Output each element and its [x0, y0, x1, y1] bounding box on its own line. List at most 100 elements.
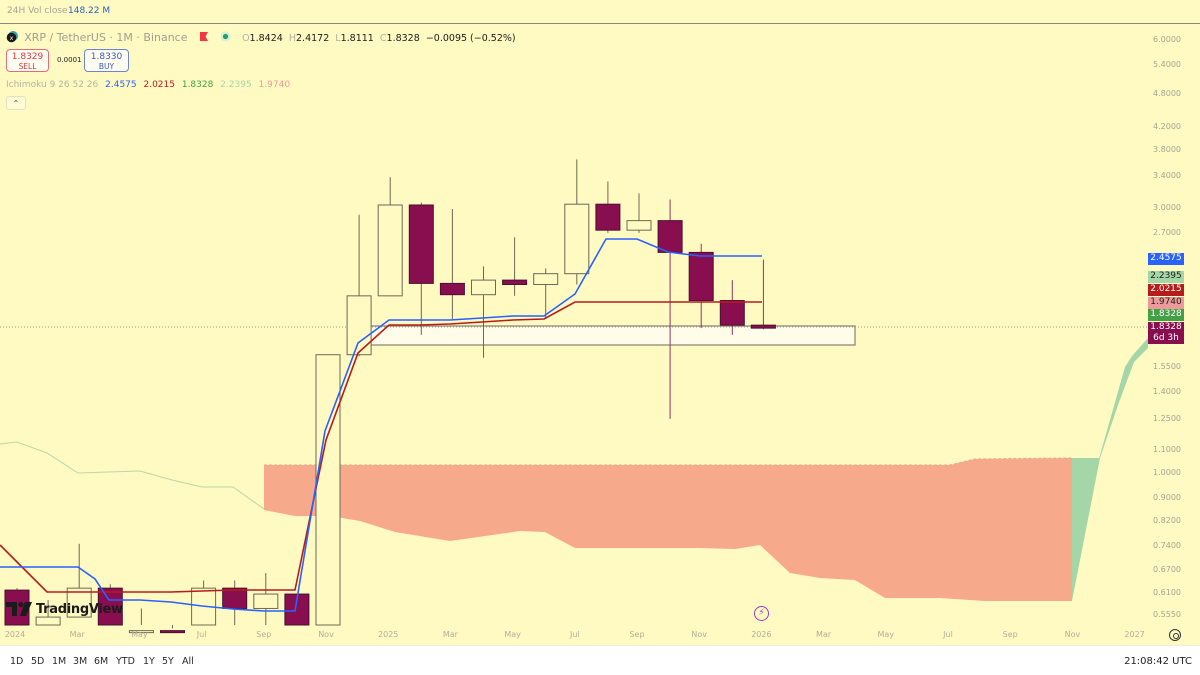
- candle[interactable]: [66, 543, 92, 618]
- range-button-1d[interactable]: 1D: [10, 656, 24, 667]
- range-button-6m[interactable]: 6M: [94, 656, 109, 667]
- candle[interactable]: [97, 584, 123, 626]
- price-axis-label: 1.1000: [1153, 445, 1181, 454]
- candle[interactable]: [222, 580, 248, 625]
- bottom-toolbar: 1D 5D 1M 3M 6M YTD 1Y 5Y All 21:08:42 UTC: [0, 645, 1200, 675]
- time-axis-label: May: [504, 630, 521, 639]
- high-value: 2.4172: [296, 33, 330, 44]
- price-axis-label: 6.0000: [1153, 35, 1181, 44]
- candle[interactable]: [533, 268, 559, 318]
- sell-button[interactable]: 1.8329 SELL: [6, 49, 49, 72]
- time-axis-label: Sep: [629, 630, 645, 639]
- candle[interactable]: [502, 237, 528, 296]
- range-button-5y[interactable]: 5Y: [162, 656, 174, 667]
- candle[interactable]: [35, 600, 61, 626]
- price-tag: 1.9740: [1148, 297, 1184, 309]
- candle[interactable]: [750, 259, 776, 330]
- collapse-legend-button[interactable]: ⌃: [6, 96, 26, 110]
- candle[interactable]: [471, 266, 496, 358]
- lightning-event-icon[interactable]: ⚡: [754, 606, 769, 621]
- ohlc-values: O1.8424 H2.4172 L1.8111 C1.8328 −0.0095 …: [242, 33, 516, 44]
- time-axis-label: May: [131, 630, 148, 639]
- time-axis-label: Jul: [569, 630, 580, 639]
- candle[interactable]: [315, 354, 341, 626]
- candle[interactable]: [719, 280, 745, 335]
- flag-icon[interactable]: [199, 31, 209, 45]
- price-axis-label: 1.5500: [1153, 362, 1181, 371]
- change-value: −0.0095 (−0.52%): [425, 33, 516, 44]
- tradingview-logo-icon: [6, 602, 32, 616]
- tradingview-wordmark: TradingView: [36, 601, 123, 617]
- open-value: 1.8424: [249, 33, 283, 44]
- time-axis-label: Nov: [318, 630, 334, 639]
- time-axis-label: May: [877, 630, 895, 639]
- range-button-ytd[interactable]: YTD: [116, 656, 135, 667]
- range-button-5d[interactable]: 5D: [31, 656, 45, 667]
- range-button-1y[interactable]: 1Y: [143, 656, 155, 667]
- ichimoku-value: 2.2395: [217, 80, 252, 90]
- support-zone-rectangle: [0, 325, 1148, 346]
- candle[interactable]: [439, 209, 465, 319]
- price-tag: 2.0215: [1148, 284, 1184, 296]
- time-axis-label: Nov: [691, 630, 707, 639]
- candle[interactable]: [377, 177, 403, 297]
- time-axis-label: Mar: [816, 630, 832, 639]
- price-tag: 2.2395: [1148, 271, 1184, 283]
- price-axis-label: 1.2500: [1153, 414, 1181, 423]
- price-axis-label: 0.6100: [1153, 588, 1181, 597]
- ichimoku-cloud: [264, 338, 1148, 601]
- ichimoku-value: 2.0215: [140, 80, 175, 90]
- price-axis-label: 4.2000: [1153, 122, 1181, 131]
- time-axis-label: Mar: [69, 630, 85, 639]
- axis-settings-icon[interactable]: [1169, 629, 1181, 641]
- time-axis-label: 2025: [378, 630, 399, 639]
- range-button-3m[interactable]: 3M: [73, 656, 88, 667]
- price-axis-label: 0.8200: [1153, 516, 1181, 525]
- ichimoku-lines: [0, 238, 762, 612]
- ichimoku-value: 1.9740: [255, 80, 291, 90]
- time-axis-label: 2026: [751, 630, 772, 639]
- utc-clock[interactable]: 21:08:42 UTC: [1124, 656, 1192, 667]
- time-axis-label: Mar: [442, 630, 458, 639]
- ichimoku-legend[interactable]: Ichimoku 9 26 52 26 2.4575 2.0215 1.8328…: [6, 80, 290, 90]
- top-info-bar: 24H Vol close 148.22 M: [0, 0, 1200, 24]
- low-value: 1.8111: [340, 33, 374, 44]
- chart-canvas[interactable]: [0, 0, 1200, 645]
- chevron-up-icon: ⌃: [12, 99, 20, 108]
- xrp-coin-icon: x: [6, 30, 19, 46]
- candle[interactable]: [128, 608, 154, 634]
- volume-label: 24H Vol close: [7, 6, 68, 16]
- candle[interactable]: [564, 159, 590, 285]
- candle[interactable]: [191, 580, 217, 626]
- volume-value: 148.22 M: [68, 6, 111, 16]
- candle[interactable]: [688, 243, 714, 329]
- range-button-1m[interactable]: 1M: [52, 656, 67, 667]
- time-axis-label: 2024: [4, 630, 26, 639]
- candle[interactable]: [160, 625, 185, 634]
- tradingview-logo[interactable]: TradingView: [6, 600, 123, 618]
- candle[interactable]: [253, 573, 279, 625]
- ichimoku-value: 1.8328: [178, 80, 214, 90]
- symbol-title[interactable]: XRP / TetherUS · 1M · Binance: [24, 31, 188, 44]
- price-axis-label: 3.0000: [1153, 203, 1181, 212]
- price-axis-label: 1.4000: [1153, 387, 1181, 396]
- candle[interactable]: [408, 202, 434, 335]
- symbol-legend: x XRP / TetherUS · 1M · Binance O1.8424 …: [6, 30, 516, 46]
- price-axis-label: 3.4000: [1153, 171, 1181, 180]
- sell-price: 1.8329: [11, 52, 44, 62]
- candle[interactable]: [626, 193, 652, 233]
- sell-label: SELL: [18, 62, 37, 71]
- candle[interactable]: [657, 199, 683, 419]
- range-button-all[interactable]: All: [182, 656, 194, 667]
- time-axis-label: Jul: [943, 630, 953, 639]
- bar-countdown: 6d 3h: [1153, 333, 1179, 343]
- ichimoku-value: 2.4575: [105, 80, 137, 90]
- price-axis-label: 4.8000: [1153, 89, 1181, 98]
- buy-button[interactable]: 1.8330 BUY: [84, 49, 129, 72]
- time-axis-label: Nov: [1064, 630, 1081, 639]
- candle[interactable]: [595, 181, 621, 233]
- ichimoku-name: Ichimoku 9 26 52 26: [6, 80, 99, 90]
- market-open-status-icon: [220, 31, 231, 45]
- buy-price: 1.8330: [90, 52, 123, 62]
